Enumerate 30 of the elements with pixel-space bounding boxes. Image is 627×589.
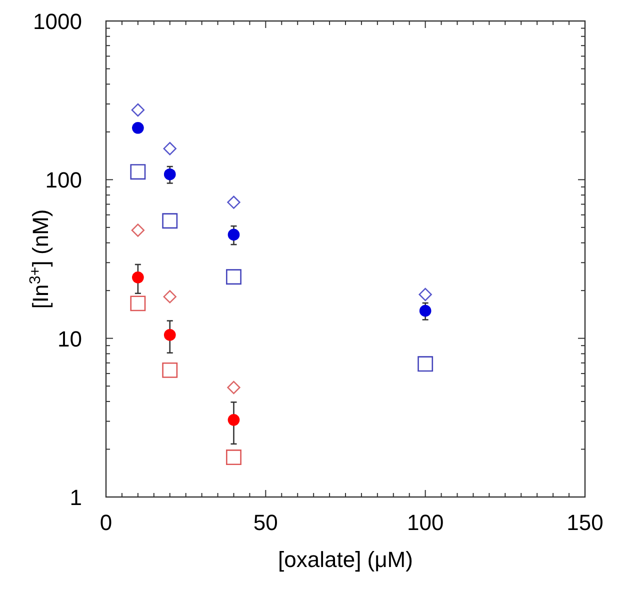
point bbox=[228, 414, 240, 426]
point bbox=[418, 288, 432, 302]
x-tick-label: 150 bbox=[566, 510, 604, 535]
point bbox=[132, 272, 144, 284]
point bbox=[226, 450, 242, 465]
point bbox=[419, 304, 432, 317]
point bbox=[131, 103, 145, 117]
x-tick-label: 50 bbox=[253, 510, 278, 535]
point bbox=[227, 380, 240, 394]
point bbox=[164, 168, 176, 180]
point bbox=[226, 269, 242, 285]
y-tick-label: 100 bbox=[45, 168, 82, 193]
x-tick-label: 0 bbox=[100, 510, 112, 535]
x-tick-label: 100 bbox=[406, 510, 444, 535]
point bbox=[130, 164, 146, 180]
point bbox=[131, 224, 145, 237]
point bbox=[418, 356, 434, 372]
y-tick-label: 1 bbox=[70, 485, 82, 510]
x-axis-title: [oxalate] (μM) bbox=[278, 547, 413, 572]
point bbox=[162, 213, 178, 229]
point bbox=[132, 122, 144, 134]
y-tick-label: 10 bbox=[58, 326, 82, 352]
point bbox=[163, 290, 176, 304]
point bbox=[162, 362, 178, 378]
y-tick-label: 1000 bbox=[33, 9, 82, 34]
point bbox=[228, 228, 240, 241]
point bbox=[227, 196, 240, 209]
point bbox=[164, 329, 176, 341]
point bbox=[163, 142, 176, 156]
point bbox=[130, 296, 146, 312]
